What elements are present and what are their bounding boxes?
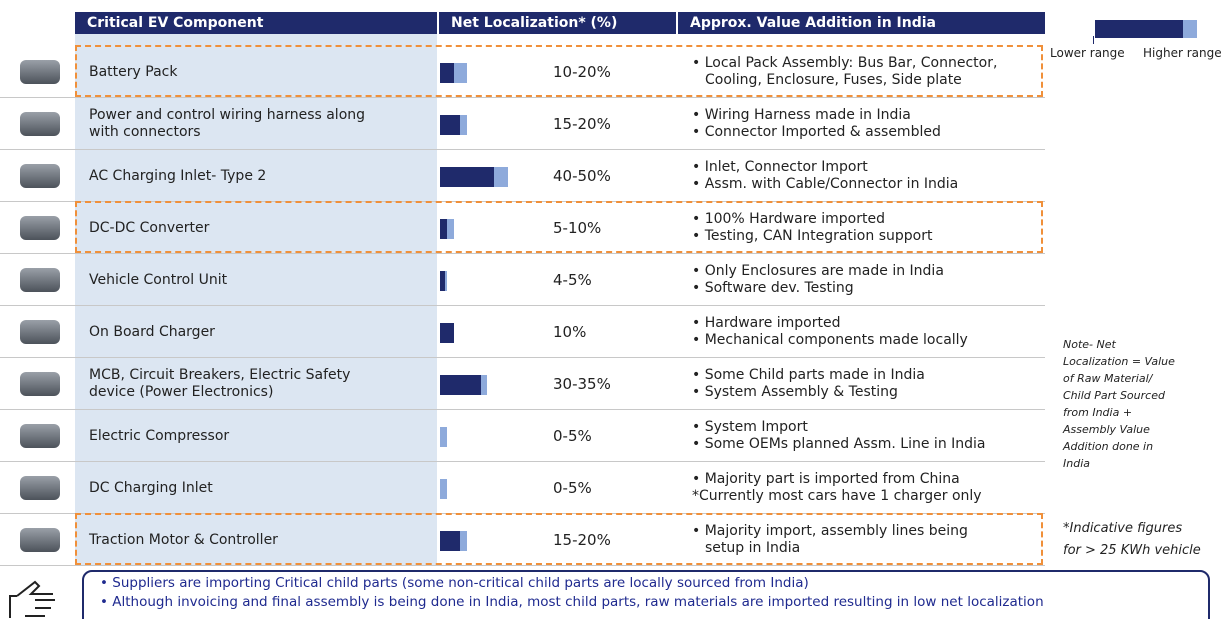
highlight-box	[75, 45, 1043, 97]
component-icon	[20, 112, 60, 136]
legend-label: Higher range	[1143, 45, 1222, 62]
localization-range: 10%	[553, 324, 586, 341]
value-addition: • Wiring Harness made in India	[692, 107, 911, 124]
value-addition: • Majority part is imported from China	[692, 471, 960, 488]
note-line: Assembly Value	[1063, 421, 1150, 438]
localization-range: 40-50%	[553, 168, 611, 185]
value-addition: • Assm. with Cable/Connector in India	[692, 176, 958, 193]
value-addition: • Connector Imported & assembled	[692, 124, 941, 141]
high-range-bar	[440, 427, 447, 447]
low-range-bar	[440, 115, 460, 135]
note-line: Localization = Value	[1063, 353, 1175, 370]
component-name: AC Charging Inlet- Type 2	[89, 168, 266, 185]
component-name: DC Charging Inlet	[89, 480, 213, 497]
row-divider	[0, 357, 1045, 358]
page: Critical EV Component Net Localization* …	[0, 0, 1223, 619]
legend-low-swatch	[1095, 20, 1183, 38]
component-icon	[20, 320, 60, 344]
value-addition: • Some OEMs planned Assm. Line in India	[692, 436, 986, 453]
value-addition: • Only Enclosures are made in India	[692, 263, 944, 280]
row-divider	[0, 565, 1045, 566]
localization-range: 4-5%	[553, 272, 592, 289]
component-icon	[20, 60, 60, 84]
component-icon	[20, 424, 60, 448]
note-line: Addition done in	[1063, 438, 1153, 455]
row-divider	[0, 305, 1045, 306]
value-addition: • System Import	[692, 419, 808, 436]
localization-range: 15-20%	[553, 116, 611, 133]
key-point: • Suppliers are importing Critical child…	[100, 575, 809, 592]
key-point: • Although invoicing and final assembly …	[100, 594, 1044, 611]
value-addition: *Currently most cars have 1 charger only	[692, 488, 982, 505]
component-icon	[20, 216, 60, 240]
note-line: Child Part Sourced	[1063, 387, 1165, 404]
highlight-box	[75, 201, 1043, 253]
component-name: Power and control wiring harness along	[89, 107, 365, 124]
value-addition: • Hardware imported	[692, 315, 840, 332]
row-divider	[0, 149, 1045, 150]
low-range-bar	[440, 375, 481, 395]
highlight-box	[75, 513, 1043, 565]
low-range-bar	[440, 167, 494, 187]
value-addition: • Inlet, Connector Import	[692, 159, 868, 176]
component-icon	[20, 476, 60, 500]
localization-range: 0-5%	[553, 480, 592, 497]
value-addition: • Mechanical components made locally	[692, 332, 968, 349]
column-header: Approx. Value Addition in India	[678, 12, 1045, 34]
legend-label: Lower range	[1050, 45, 1125, 62]
component-name: device (Power Electronics)	[89, 384, 273, 401]
high-range-bar	[440, 479, 447, 499]
column-header: Critical EV Component	[75, 12, 437, 34]
component-icon	[20, 372, 60, 396]
component-name: MCB, Circuit Breakers, Electric Safety	[89, 367, 350, 384]
footnote-line: for > 25 KWh vehicle	[1063, 540, 1201, 562]
component-name: Electric Compressor	[89, 428, 229, 445]
legend-high-swatch	[1183, 20, 1197, 38]
row-divider	[0, 409, 1045, 410]
localization-range: 30-35%	[553, 376, 611, 393]
low-range-bar	[440, 271, 445, 291]
note-line: India	[1063, 455, 1090, 472]
component-icon	[20, 164, 60, 188]
hand-icon	[5, 578, 75, 619]
component-name: Vehicle Control Unit	[89, 272, 227, 289]
component-name: On Board Charger	[89, 324, 215, 341]
row-divider	[0, 253, 1045, 254]
value-addition: • System Assembly & Testing	[692, 384, 898, 401]
column-header: Net Localization* (%)	[439, 12, 676, 34]
component-icon	[20, 268, 60, 292]
component-icon	[20, 528, 60, 552]
low-range-bar	[440, 323, 454, 343]
row-divider	[0, 461, 1045, 462]
row-divider	[0, 97, 1045, 98]
value-addition: • Software dev. Testing	[692, 280, 854, 297]
legend-pointer	[1093, 36, 1094, 44]
component-name: with connectors	[89, 124, 201, 141]
note-line: of Raw Material/	[1063, 370, 1152, 387]
note-line: Note- Net	[1063, 336, 1116, 353]
footnote-line: *Indicative figures	[1063, 518, 1182, 540]
value-addition: • Some Child parts made in India	[692, 367, 925, 384]
note-line: from India +	[1063, 404, 1132, 421]
localization-range: 0-5%	[553, 428, 592, 445]
